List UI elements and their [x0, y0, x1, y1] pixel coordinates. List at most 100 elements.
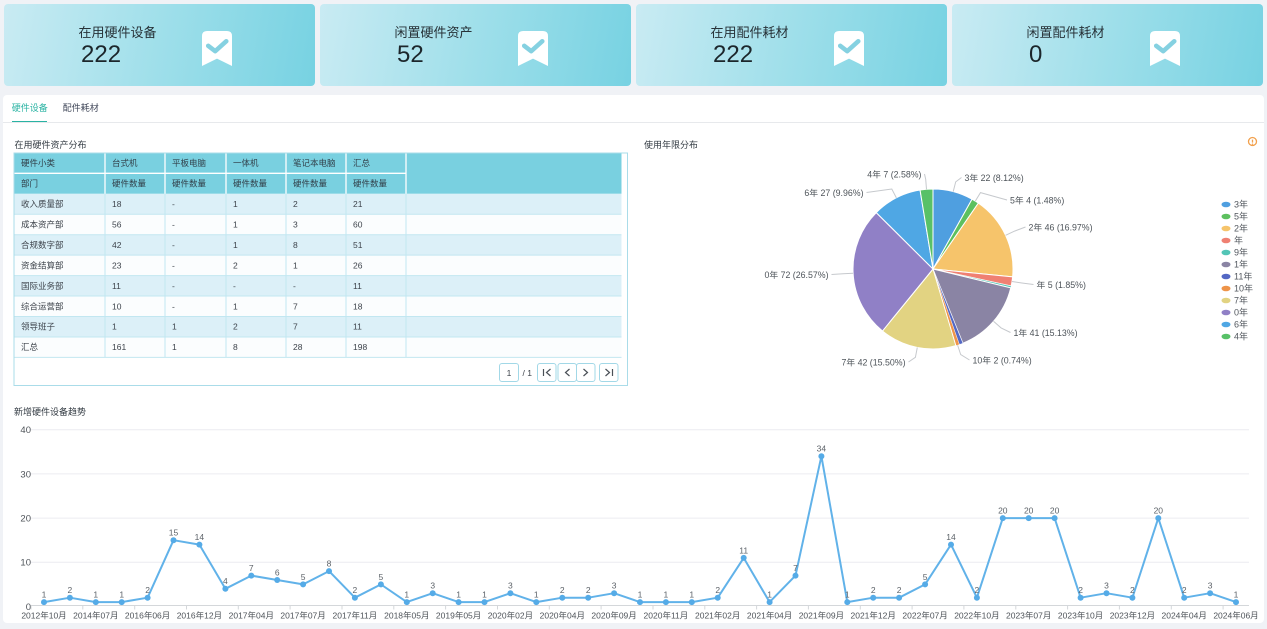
svg-text:硬件数量: 硬件数量 [293, 179, 328, 189]
svg-text:2: 2 [233, 322, 238, 332]
svg-text:部门: 部门 [21, 179, 38, 189]
svg-text:20: 20 [20, 514, 31, 525]
svg-text:3: 3 [430, 581, 435, 591]
svg-text:合规数字部: 合规数字部 [21, 240, 64, 250]
svg-text:1: 1 [845, 590, 850, 600]
svg-text:2024年04月: 2024年04月 [1162, 611, 1207, 621]
svg-text:-: - [172, 199, 175, 209]
svg-text:1: 1 [664, 590, 669, 600]
svg-text:7年: 7年 [1234, 295, 1248, 306]
svg-text:1: 1 [638, 590, 643, 600]
svg-text:2017年04月: 2017年04月 [229, 611, 274, 621]
svg-text:硬件小类: 硬件小类 [21, 158, 56, 168]
svg-text:2: 2 [871, 585, 876, 595]
svg-text:10年 2 (0.74%): 10年 2 (0.74%) [973, 355, 1032, 366]
svg-text:硬件数量: 硬件数量 [172, 179, 207, 189]
svg-text:2: 2 [897, 585, 902, 595]
svg-text:2: 2 [68, 585, 73, 595]
svg-text:2: 2 [1182, 585, 1187, 595]
svg-text:1: 1 [507, 368, 512, 378]
svg-text:6: 6 [275, 567, 280, 577]
svg-text:9年: 9年 [1234, 247, 1248, 258]
svg-text:51: 51 [353, 240, 363, 250]
svg-text:2: 2 [1130, 585, 1135, 595]
svg-text:年: 年 [1234, 235, 1243, 246]
svg-text:1: 1 [293, 260, 298, 270]
svg-text:3: 3 [293, 220, 298, 230]
svg-text:20: 20 [1154, 506, 1164, 516]
svg-text:1: 1 [767, 590, 772, 600]
svg-text:1: 1 [1234, 590, 1239, 600]
svg-text:5: 5 [923, 572, 928, 582]
svg-text:-: - [172, 240, 175, 250]
svg-text:2年: 2年 [1234, 223, 1248, 234]
svg-text:笔记本电脑: 笔记本电脑 [293, 158, 336, 168]
svg-text:0年 72 (26.57%): 0年 72 (26.57%) [764, 269, 828, 280]
svg-text:硬件数量: 硬件数量 [233, 179, 268, 189]
svg-text:-: - [233, 281, 236, 291]
svg-text:20: 20 [998, 506, 1008, 516]
svg-text:2: 2 [145, 585, 150, 595]
svg-text:11: 11 [353, 281, 362, 291]
svg-text:8: 8 [293, 240, 298, 250]
svg-text:7: 7 [293, 301, 298, 311]
svg-text:硬件数量: 硬件数量 [112, 179, 147, 189]
svg-text:20: 20 [1024, 506, 1034, 516]
svg-text:6年 27 (9.96%): 6年 27 (9.96%) [804, 187, 863, 198]
svg-text:-: - [172, 260, 175, 270]
svg-text:2: 2 [975, 585, 980, 595]
svg-text:5年 4 (1.48%): 5年 4 (1.48%) [1010, 195, 1064, 206]
svg-text:2021年09月: 2021年09月 [799, 611, 844, 621]
svg-text:1: 1 [172, 322, 177, 332]
svg-text:2014年07月: 2014年07月 [73, 611, 118, 621]
svg-text:42: 42 [112, 240, 122, 250]
svg-text:2021年12月: 2021年12月 [851, 611, 896, 621]
svg-text:1: 1 [233, 199, 238, 209]
svg-text:4: 4 [223, 576, 228, 586]
svg-text:11: 11 [112, 281, 121, 291]
svg-text:11: 11 [353, 322, 362, 332]
svg-text:60: 60 [353, 220, 363, 230]
svg-text:2017年11月: 2017年11月 [333, 611, 378, 621]
svg-text:2年 46 (16.97%): 2年 46 (16.97%) [1029, 222, 1093, 233]
svg-text:1: 1 [534, 590, 539, 600]
svg-text:2016年06月: 2016年06月 [125, 611, 170, 621]
svg-text:/ 1: / 1 [523, 368, 533, 378]
svg-text:成本资产部: 成本资产部 [21, 220, 64, 230]
svg-text:2022年07月: 2022年07月 [902, 611, 947, 621]
svg-text:7: 7 [793, 563, 798, 573]
svg-text:161: 161 [112, 342, 126, 352]
svg-text:1年 41 (15.13%): 1年 41 (15.13%) [1014, 327, 1078, 338]
svg-text:资金结算部: 资金结算部 [21, 260, 64, 270]
svg-text:7年 42 (15.50%): 7年 42 (15.50%) [841, 357, 905, 368]
svg-text:8: 8 [327, 559, 332, 569]
svg-text:18: 18 [353, 301, 363, 311]
svg-text:1: 1 [172, 342, 177, 352]
svg-text:2012年10月: 2012年10月 [21, 611, 66, 621]
svg-text:3: 3 [1104, 581, 1109, 591]
svg-text:1: 1 [93, 590, 98, 600]
svg-text:21: 21 [353, 199, 363, 209]
svg-text:198: 198 [353, 342, 367, 352]
svg-text:2020年02月: 2020年02月 [488, 611, 533, 621]
svg-text:3年 22 (8.12%): 3年 22 (8.12%) [965, 172, 1024, 183]
svg-text:2: 2 [715, 585, 720, 595]
svg-text:10: 10 [20, 558, 31, 569]
svg-text:汇总: 汇总 [21, 342, 39, 352]
svg-text:3: 3 [1208, 581, 1213, 591]
svg-text:7: 7 [249, 563, 254, 573]
svg-text:5年: 5年 [1234, 211, 1248, 222]
svg-text:1: 1 [233, 220, 238, 230]
svg-text:2020年04月: 2020年04月 [540, 611, 585, 621]
svg-text:2: 2 [1078, 585, 1083, 595]
svg-text:1: 1 [119, 590, 124, 600]
svg-text:一体机: 一体机 [233, 158, 259, 168]
svg-text:1: 1 [233, 240, 238, 250]
svg-text:26: 26 [353, 260, 363, 270]
svg-text:1: 1 [42, 590, 47, 600]
svg-text:10年: 10年 [1234, 283, 1253, 294]
svg-text:综合运营部: 综合运营部 [21, 301, 64, 311]
svg-text:1: 1 [404, 590, 409, 600]
svg-text:2016年12月: 2016年12月 [177, 611, 222, 621]
svg-text:国际业务部: 国际业务部 [21, 281, 64, 291]
